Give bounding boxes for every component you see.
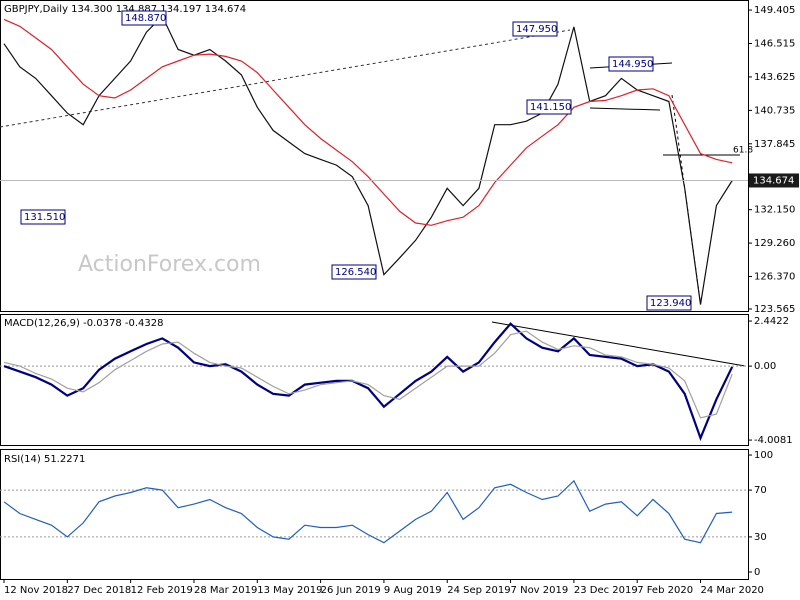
x-tick-label: 24 Mar 2020 xyxy=(701,585,764,596)
x-tick-label: 28 Mar 2019 xyxy=(194,585,257,596)
y-tick-label: 137.845 xyxy=(754,139,795,150)
chart-title: GBPJPY,Daily 134.300 134.887 134.197 134… xyxy=(4,4,246,15)
last-price-label: 134.674 xyxy=(753,175,794,186)
annotation: 147.950 xyxy=(516,24,557,35)
trend-line xyxy=(0,29,571,128)
y-tick-label: 70 xyxy=(754,485,767,496)
x-tick-label: 13 May 2019 xyxy=(257,585,322,596)
series-line xyxy=(3,15,733,305)
annotation-box xyxy=(331,264,377,280)
y-tick-label: 149.405 xyxy=(754,5,795,16)
annotation: 144.950 xyxy=(612,59,653,70)
annotation-box xyxy=(20,209,66,225)
series-line xyxy=(3,322,734,442)
last-price-box xyxy=(749,173,799,188)
x-tick-label: 12 Feb 2019 xyxy=(131,585,193,596)
annotation-box xyxy=(512,21,558,37)
x-tick-label: 26 Jun 2019 xyxy=(321,585,381,596)
y-tick-label: 2.4422 xyxy=(754,316,789,327)
y-tick-label: 146.515 xyxy=(754,39,795,50)
x-tick-label: 7 Feb 2020 xyxy=(637,585,693,596)
y-tick-label: 129.260 xyxy=(754,238,795,249)
x-tick-label: 12 Nov 2018 xyxy=(4,585,68,596)
series-line xyxy=(3,330,733,419)
range-line xyxy=(589,107,661,111)
macd-panel xyxy=(0,314,749,446)
macd-title: MACD(12,26,9) -0.0378 -0.4328 xyxy=(4,318,164,329)
y-tick-label: 143.625 xyxy=(754,72,795,83)
rsi-title: RSI(14) 51.2271 xyxy=(4,454,85,465)
annotation: 131.510 xyxy=(24,212,65,223)
y-tick-label: 30 xyxy=(754,532,767,543)
annotation: 61.8 xyxy=(733,146,753,156)
y-tick-label: 123.565 xyxy=(754,304,795,315)
y-tick-label: 140.735 xyxy=(754,105,795,116)
rsi-panel xyxy=(0,449,749,580)
price-panel xyxy=(0,0,749,312)
y-tick-label: 0 xyxy=(754,567,760,578)
annotation-box xyxy=(121,10,167,26)
x-tick-label: 24 Sep 2019 xyxy=(447,585,510,596)
x-tick-label: 7 Nov 2019 xyxy=(511,585,569,596)
annotation-box xyxy=(646,295,692,311)
annotation-box xyxy=(608,56,654,72)
y-tick-label: 132.150 xyxy=(754,205,795,216)
y-tick-label: 126.370 xyxy=(754,272,795,283)
series-line xyxy=(3,18,733,226)
y-tick-label: 0.00 xyxy=(754,361,776,372)
macd-trend-line xyxy=(491,321,746,367)
watermark: ActionForex.com xyxy=(78,252,261,277)
x-tick-label: 27 Dec 2018 xyxy=(67,585,131,596)
annotation-box xyxy=(526,99,572,115)
annotation: 126.540 xyxy=(335,267,376,278)
series-line xyxy=(3,479,733,544)
x-tick-label: 23 Dec 2019 xyxy=(574,585,638,596)
annotation: 123.940 xyxy=(650,298,691,309)
annotation: 141.150 xyxy=(530,102,571,113)
x-tick-label: 9 Aug 2019 xyxy=(384,585,442,596)
y-tick-label: 100 xyxy=(754,450,773,461)
y-tick-label: -4.0081 xyxy=(754,435,793,446)
annotation: 148.870 xyxy=(125,13,166,24)
